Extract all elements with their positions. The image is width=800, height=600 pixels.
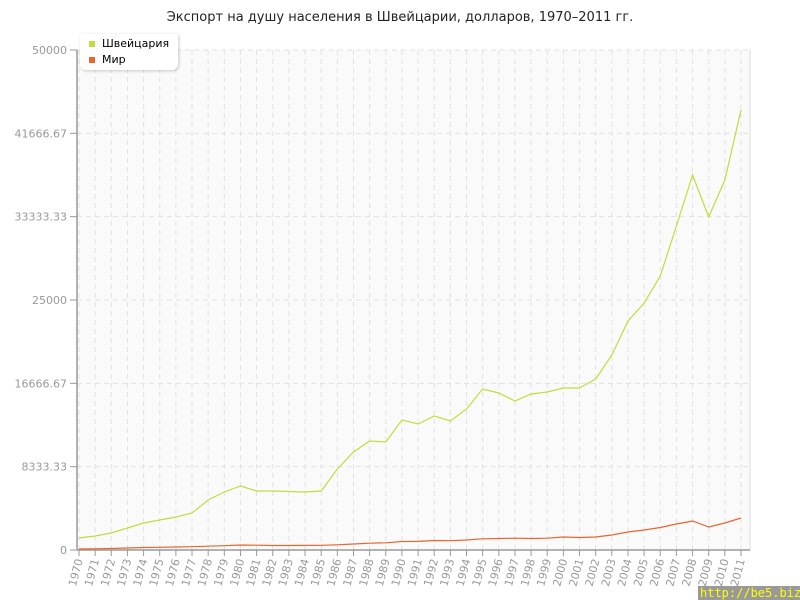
y-tick-label: 50000: [32, 44, 67, 57]
y-tick-label: 8333.33: [22, 461, 68, 474]
y-tick-label: 33333.33: [15, 211, 68, 224]
legend: Швейцария Мир: [80, 34, 178, 70]
y-tick-label: 0: [60, 544, 67, 557]
legend-label: Мир: [102, 53, 126, 66]
series-line-switzerland: [78, 109, 742, 539]
legend-item-switzerland[interactable]: Швейцария: [89, 37, 169, 50]
legend-swatch: [89, 56, 95, 63]
y-tick-label: 25000: [32, 294, 67, 307]
legend-label: Швейцария: [102, 37, 170, 50]
y-tick-label: 41666.67: [15, 127, 68, 140]
series-line-world: [78, 517, 742, 550]
chart-title: Экспорт на душу населения в Швейцарии, д…: [166, 10, 634, 25]
legend-swatch: [89, 40, 95, 47]
legend-item-world[interactable]: Мир: [89, 53, 126, 66]
y-tick-label: 16666.67: [15, 377, 68, 390]
watermark: http://be5.biz/: [698, 586, 800, 600]
